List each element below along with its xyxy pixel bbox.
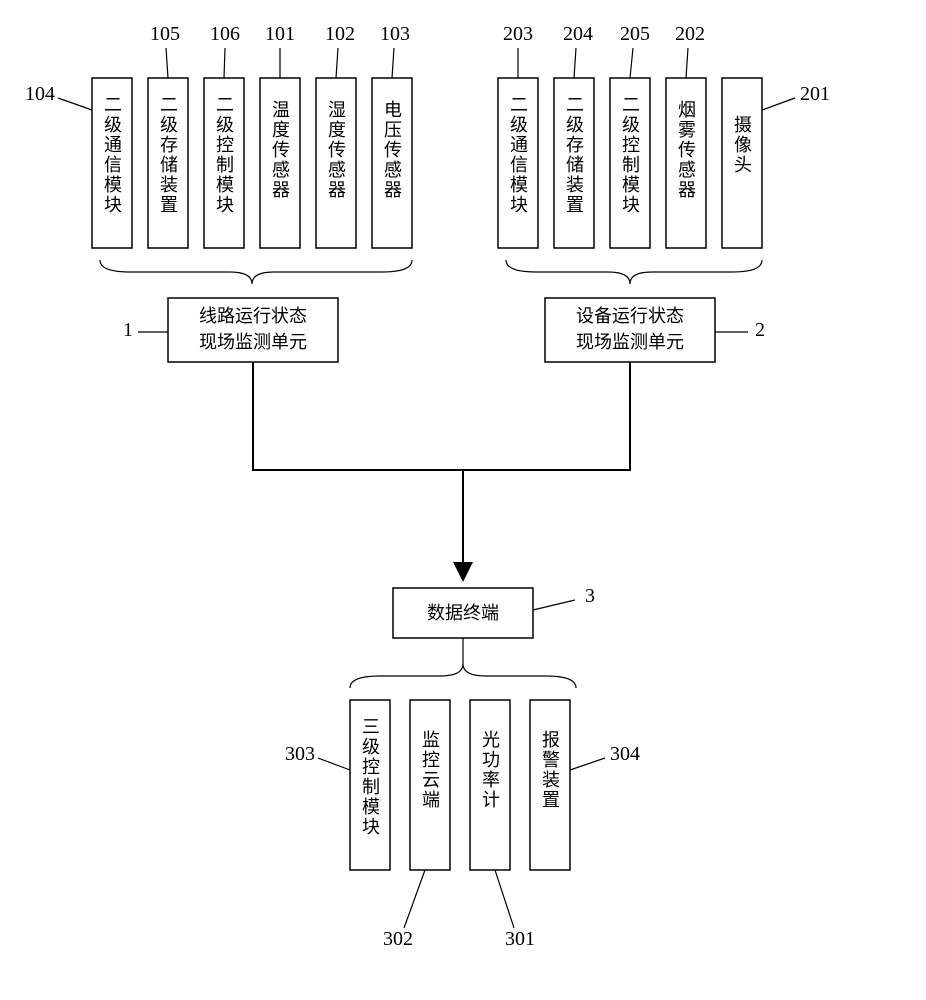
arrow-unit1-down (253, 362, 463, 470)
terminal-text: 数据终端 (427, 603, 499, 623)
text-106: 二级控制模块 (214, 95, 234, 215)
text-102: 湿度传感器 (326, 100, 346, 200)
leader-302 (404, 870, 425, 928)
text-204: 二级存储装置 (564, 95, 584, 215)
leader-104 (58, 98, 92, 110)
group-device-components: 二级通信模块 二级存储装置 二级控制模块 烟雾传感器 摄像头 (498, 78, 762, 248)
unit2-line1: 设备运行状态 (576, 306, 684, 326)
brace-group1 (100, 260, 412, 284)
text-202: 烟雾传感器 (676, 100, 696, 200)
label-101: 101 (265, 23, 295, 45)
leader-103 (392, 48, 394, 78)
label-1: 1 (123, 319, 133, 341)
text-303: 三级控制模块 (360, 717, 380, 837)
text-101: 温度传感器 (270, 100, 290, 200)
text-301: 光功率计 (480, 730, 500, 810)
leader-301 (495, 870, 514, 928)
leader-202 (686, 48, 688, 78)
leader-3 (533, 600, 575, 610)
leader-204 (574, 48, 576, 78)
text-201: 摄像头 (732, 115, 752, 175)
group-line-components: 二级通信模块 二级存储装置 二级控制模块 温度传感器 湿度传感器 电压传感器 (92, 78, 412, 248)
leader-102 (336, 48, 338, 78)
unit2-line2: 现场监测单元 (576, 332, 684, 352)
text-304: 报警装置 (540, 730, 560, 810)
text-302: 监控云端 (420, 730, 440, 810)
leader-105 (166, 48, 168, 78)
label-2: 2 (755, 319, 765, 341)
leader-304 (570, 758, 605, 770)
label-202: 202 (675, 23, 705, 45)
label-105: 105 (150, 23, 180, 45)
label-203: 203 (503, 23, 533, 45)
label-102: 102 (325, 23, 355, 45)
label-106: 106 (210, 23, 240, 45)
text-203: 二级通信模块 (508, 95, 528, 215)
text-105: 二级存储装置 (158, 95, 178, 215)
label-205: 205 (620, 23, 650, 45)
leader-205 (630, 48, 633, 78)
text-103: 电压传感器 (382, 100, 402, 200)
label-3: 3 (585, 585, 595, 607)
label-201: 201 (800, 83, 830, 105)
leader-303 (318, 758, 350, 770)
brace-terminal (350, 664, 576, 688)
text-104: 二级通信模块 (102, 95, 122, 215)
leader-106 (224, 48, 225, 78)
label-103: 103 (380, 23, 410, 45)
label-204: 204 (563, 23, 593, 45)
label-302: 302 (383, 928, 413, 950)
label-104: 104 (25, 83, 55, 105)
brace-group2 (506, 260, 762, 284)
diagram-canvas: 二级通信模块 二级存储装置 二级控制模块 温度传感器 湿度传感器 电压传感器 二… (0, 0, 926, 1000)
arrow-unit2-down (463, 362, 630, 470)
label-301: 301 (505, 928, 535, 950)
text-205: 二级控制模块 (620, 95, 640, 215)
leader-201 (762, 98, 795, 110)
label-304: 304 (610, 743, 640, 765)
unit1-line1: 线路运行状态 (199, 306, 307, 326)
label-303: 303 (285, 743, 315, 765)
unit1-line2: 现场监测单元 (199, 332, 307, 352)
